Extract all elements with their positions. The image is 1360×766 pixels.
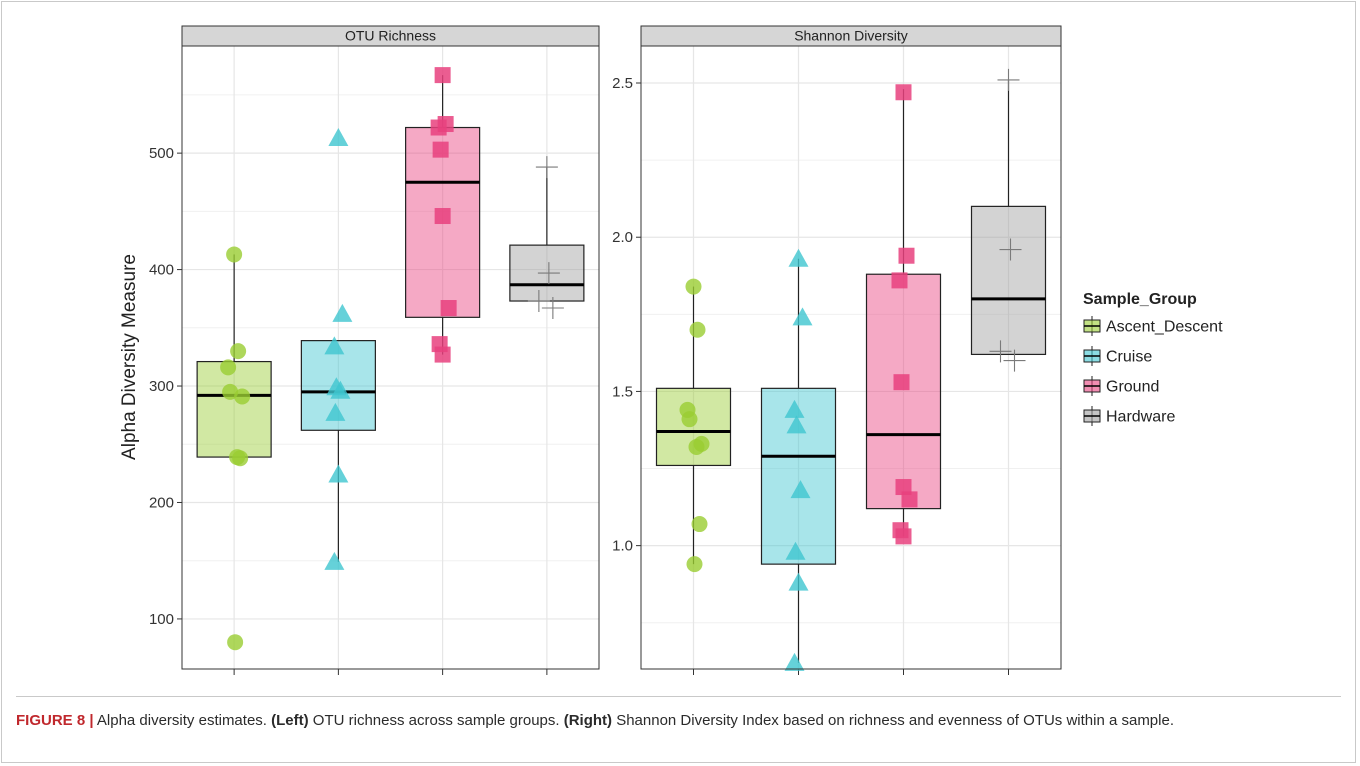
- box-ascent-descent: [196, 246, 272, 651]
- y-tick-label: 200: [149, 494, 174, 511]
- data-point: [226, 246, 243, 263]
- legend: Sample_Group Ascent_Descent Cruise Ground Ha…: [1083, 291, 1223, 426]
- data-point: [324, 551, 345, 570]
- data-point: [535, 156, 558, 179]
- data-point: [328, 127, 349, 146]
- data-point: [997, 68, 1020, 91]
- caption-divider: [16, 696, 1341, 697]
- box-cruise: [300, 127, 376, 570]
- boxplot-figure: Alpha Diversity Measure OTU Richness 100 20…: [119, 25, 1223, 675]
- data-point: [895, 528, 912, 545]
- data-point: [220, 359, 237, 376]
- caption-right-label: (Right): [563, 712, 613, 729]
- data-point: [895, 479, 912, 496]
- data-point: [434, 67, 451, 84]
- data-point: [784, 399, 805, 418]
- data-point: [691, 516, 708, 533]
- legend-key: [1083, 346, 1101, 366]
- legend-key: [1083, 376, 1101, 396]
- iqr-box: [865, 273, 942, 510]
- data-point: [785, 541, 806, 560]
- data-point: [1003, 349, 1026, 372]
- data-point: [325, 402, 346, 421]
- data-point: [788, 572, 809, 591]
- data-point: [332, 303, 353, 322]
- data-point: [792, 307, 813, 326]
- legend-label: Cruise: [1106, 349, 1152, 366]
- data-point: [434, 208, 451, 225]
- data-point: [686, 556, 703, 573]
- iqr-box: [970, 205, 1047, 356]
- data-point: [685, 278, 702, 295]
- box-ascent-descent: [655, 278, 732, 573]
- data-point: [788, 248, 809, 267]
- data-point: [432, 141, 449, 158]
- legend-key: [1083, 316, 1101, 336]
- iqr-box: [760, 387, 837, 565]
- data-point: [537, 262, 560, 285]
- data-point: [527, 290, 550, 313]
- panel-shannon-diversity: Shannon Diversity 1.0 1.5 2.0 2.5: [612, 25, 1062, 675]
- data-point: [784, 652, 805, 671]
- panel-border: [181, 45, 600, 670]
- data-point: [893, 374, 910, 391]
- legend-key: [1083, 406, 1101, 426]
- y-tick-label: 1.5: [612, 383, 633, 400]
- panel-title: OTU Richness: [345, 28, 436, 44]
- y-tick-label: 300: [149, 378, 174, 395]
- data-point: [230, 343, 247, 360]
- data-point: [222, 383, 239, 400]
- data-point: [989, 340, 1012, 363]
- data-point: [790, 480, 811, 499]
- data-point: [681, 411, 698, 428]
- caption-text-2: OTU richness across sample groups.: [308, 712, 564, 729]
- iqr-box: [196, 360, 272, 458]
- data-point: [901, 491, 918, 508]
- y-tick-label: 2.0: [612, 229, 633, 246]
- y-tick-label: 2.5: [612, 75, 633, 92]
- data-point: [234, 388, 251, 405]
- caption-text-3: Shannon Diversity Index based on richnes…: [612, 712, 1174, 729]
- box-ground: [405, 67, 481, 363]
- caption-left-label: (Left): [271, 712, 309, 729]
- data-point: [898, 247, 915, 264]
- figure-label: FIGURE 8 |: [16, 712, 94, 729]
- legend-label: Ascent_Descent: [1106, 319, 1223, 336]
- panel-border: [640, 45, 1062, 670]
- data-point: [227, 634, 244, 651]
- panel-background: [182, 46, 599, 669]
- panel-title: Shannon Diversity: [794, 28, 908, 44]
- data-point: [232, 450, 249, 467]
- panel-otu-richness: OTU Richness 100 200 300 400 500: [149, 25, 600, 675]
- data-point: [330, 380, 351, 399]
- data-point: [324, 336, 345, 355]
- figure-caption: FIGURE 8 | Alpha diversity estimates. (L…: [16, 711, 1341, 730]
- legend-title: Sample_Group: [1083, 291, 1197, 308]
- y-axis-title: Alpha Diversity Measure: [119, 254, 140, 460]
- data-point: [689, 321, 706, 338]
- data-point: [430, 119, 447, 136]
- panel-background: [641, 46, 1061, 669]
- data-point: [688, 438, 705, 455]
- data-point: [541, 297, 564, 320]
- box-cruise: [760, 248, 837, 671]
- data-point: [895, 84, 912, 101]
- box-hardware: [509, 156, 585, 320]
- data-point: [440, 300, 457, 317]
- box-hardware: [970, 68, 1047, 372]
- data-point: [999, 238, 1022, 261]
- legend-label: Hardware: [1106, 409, 1175, 426]
- legend-label: Ground: [1106, 379, 1159, 396]
- data-point: [891, 272, 908, 289]
- data-point: [786, 415, 807, 434]
- y-tick-label: 100: [149, 611, 174, 628]
- y-tick-label: 1.0: [612, 538, 633, 555]
- y-tick-label: 400: [149, 262, 174, 279]
- box-ground: [865, 84, 942, 545]
- data-point: [434, 346, 451, 363]
- data-point: [328, 464, 349, 483]
- caption-text-1: Alpha diversity estimates.: [93, 712, 272, 729]
- y-tick-label: 500: [149, 145, 174, 162]
